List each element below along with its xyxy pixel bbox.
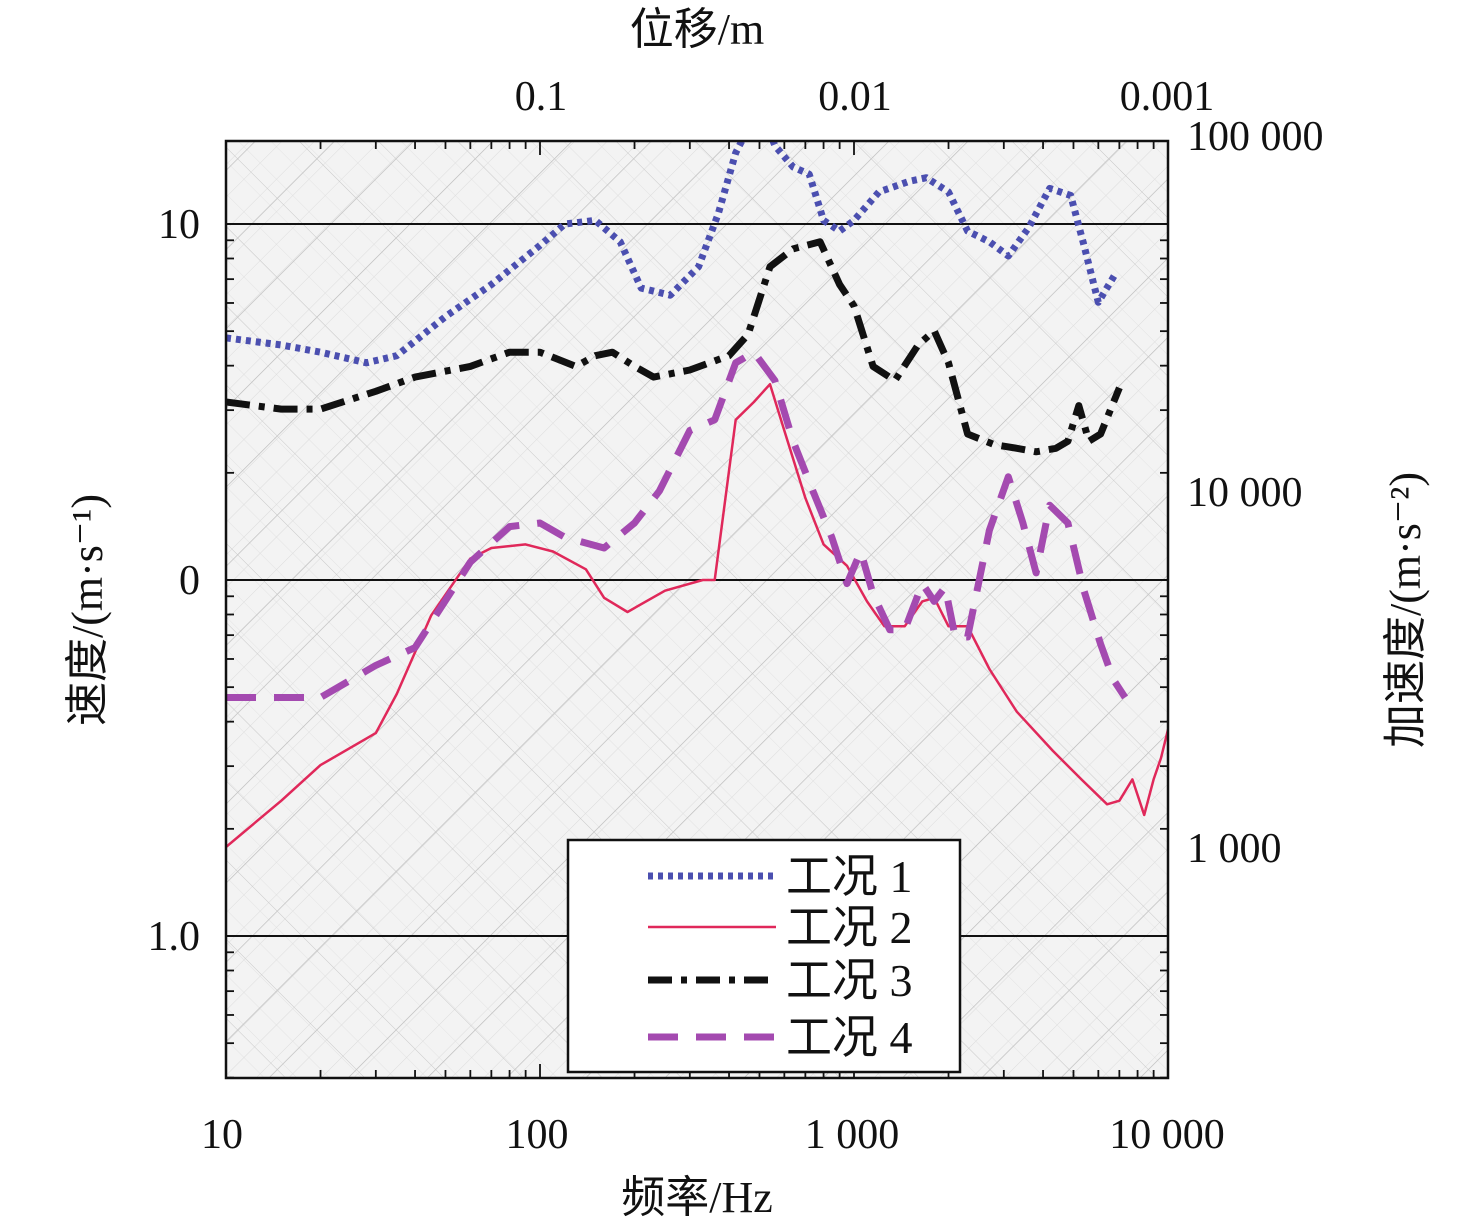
ticks-layer	[225, 141, 1169, 1079]
x-top-tick-label: 0.01	[818, 74, 892, 120]
x-tick-label: 1 000	[805, 1112, 900, 1158]
legend-box	[566, 838, 962, 1074]
legend-label: 工况 3	[786, 955, 913, 1006]
y-left-tick-label: 0	[179, 558, 200, 604]
legend: 工况 1 工况 2 工况 3 工况 4	[566, 838, 962, 1074]
series-line-3	[226, 238, 1123, 456]
x-top-axis-title: 位移/m	[630, 5, 764, 54]
legend-label: 工况 4	[786, 1012, 913, 1063]
y-left-tick-label: 10	[158, 202, 200, 248]
plot-area	[224, 139, 1170, 1080]
legend-label: 工况 2	[786, 902, 913, 953]
x-tick-label: 10	[201, 1112, 243, 1158]
y-right-tick-label: 10 000	[1187, 470, 1303, 516]
plot-frame	[224, 139, 1170, 1080]
x-tick-label: 100	[506, 1112, 569, 1158]
series-line-4	[226, 348, 1129, 701]
y-right-tick-label: 1 000	[1187, 826, 1282, 872]
y-right-axis-title: 加速度/(m·s⁻²)	[1381, 472, 1430, 748]
y-left-tick-label: 1.0	[148, 914, 201, 960]
y-left-axis-title: 速度/(m·s⁻¹)	[63, 494, 112, 726]
series-layer	[226, 141, 1168, 849]
series-line-2	[226, 382, 1168, 849]
series-line-1	[226, 141, 1119, 367]
legend-label: 工况 1	[786, 851, 913, 902]
y-right-tick-label: 100 000	[1187, 114, 1324, 160]
x-top-tick-label: 0.1	[515, 74, 568, 120]
x-tick-label: 10 000	[1109, 1112, 1225, 1158]
x-top-tick-label: 0.001	[1120, 74, 1215, 120]
x-axis-title: 频率/Hz	[621, 1173, 773, 1222]
